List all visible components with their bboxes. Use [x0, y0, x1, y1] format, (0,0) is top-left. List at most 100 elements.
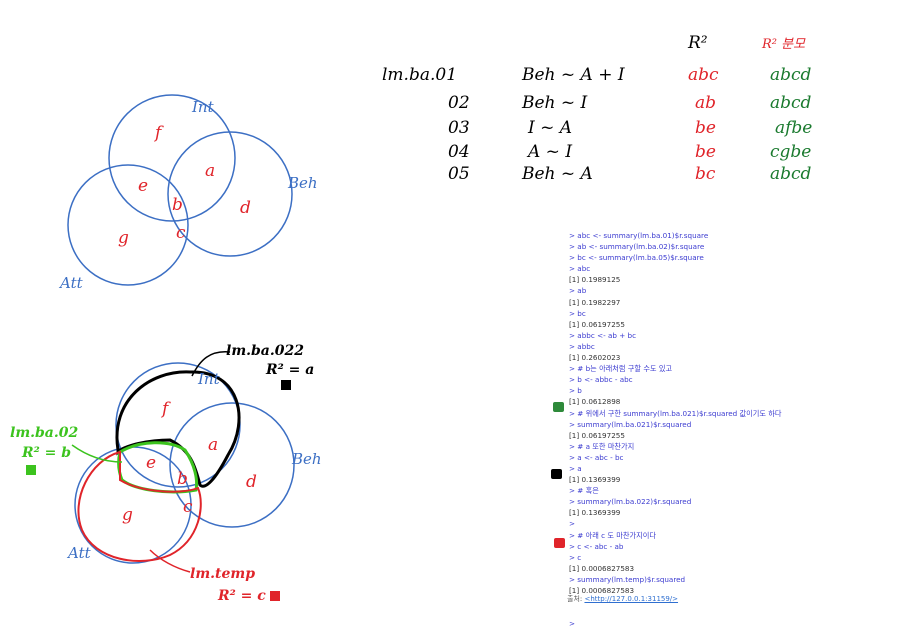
- green-console-marker: [553, 402, 564, 412]
- r-console-output: > abc <- summary(lm.ba.01)$r.square > ab …: [569, 230, 781, 629]
- console-input-line: > b: [569, 386, 582, 396]
- red-outline-c-region: [77, 450, 202, 562]
- int-circle: [108, 94, 236, 222]
- model-name: 05: [448, 164, 470, 184]
- console-input-line: > c: [569, 552, 582, 562]
- console-output-line: [1] 0.2602023: [569, 353, 621, 363]
- header-r2: R²: [687, 33, 708, 53]
- model-formula: Beh ~ A: [521, 164, 593, 184]
- source-label: 출처:: [567, 595, 585, 603]
- venn-top: [67, 94, 293, 286]
- region-b-label: b: [172, 195, 183, 215]
- r2-value: abc: [688, 65, 719, 85]
- region-e-label: e: [146, 453, 156, 473]
- red-marker: [270, 591, 280, 601]
- r2-value: be: [695, 118, 716, 138]
- r2-denominator: abcd: [770, 93, 812, 113]
- red-pointer-line: [149, 549, 191, 573]
- model-formula: A ~ I: [526, 142, 572, 162]
- console-input-line: > ab: [569, 286, 587, 296]
- console-input-line: > abbc <- ab + bc: [569, 330, 637, 340]
- console-output-line: [1] 0.06197255: [569, 430, 625, 440]
- r2-denominator: cgbe: [770, 142, 811, 162]
- att-label: Att: [66, 544, 92, 562]
- console-input-line: >: [569, 619, 576, 629]
- console-input-line: > a: [569, 463, 582, 473]
- console-input-line: > # a 또한 마찬가지: [569, 441, 635, 451]
- int-label: Int: [191, 98, 215, 116]
- att-label: Att: [58, 274, 84, 292]
- r2-value: be: [695, 142, 716, 162]
- source-line: 출처: <http://127.0.0.1:31159/>: [567, 594, 678, 604]
- r2-denominator: afbe: [775, 118, 812, 138]
- region-d-label: d: [246, 472, 257, 492]
- model-name: lm.ba.01: [382, 65, 457, 85]
- region-c-label: c: [176, 223, 186, 243]
- console-input-line: > # 혹은: [569, 486, 599, 496]
- source-link[interactable]: <http://127.0.0.1:31159/>: [584, 595, 679, 603]
- model-name: 04: [448, 142, 470, 162]
- r2-value: ab: [695, 93, 716, 113]
- console-output-line: [1] 0.1369399: [569, 475, 621, 485]
- console-output-line: [1] 0.0006827583: [569, 563, 635, 573]
- region-e-label: e: [138, 176, 148, 196]
- console-output-line: [1] 0.1989125: [569, 275, 621, 285]
- region-f-label: f: [153, 123, 164, 143]
- console-output-line: [1] 0.0612898: [569, 397, 621, 407]
- console-output-line: [1] 0.1982297: [569, 297, 621, 307]
- black-r2-label: R² = a: [265, 362, 314, 378]
- console-input-line: > # b는 아래처럼 구할 수도 있고: [569, 364, 673, 374]
- r2-denominator: abcd: [770, 65, 812, 85]
- beh-label: Beh: [287, 174, 318, 192]
- red-r2-label: R² = c: [217, 588, 266, 604]
- console-input-line: > summary(lm.ba.021)$r.squared: [569, 419, 692, 429]
- console-output-line: [569, 607, 781, 618]
- r2-denominator: abcd: [770, 164, 812, 184]
- console-input-line: > a <- abc - bc: [569, 452, 624, 462]
- black-pointer-line: [191, 351, 231, 377]
- console-input-line: > abbc: [569, 341, 595, 351]
- beh-circle: [167, 131, 293, 257]
- console-input-line: > ab <- summary(lm.ba.02)$r.square: [569, 242, 705, 252]
- region-f-label: f: [160, 399, 171, 419]
- console-input-line: >: [569, 519, 576, 529]
- att-circle: [67, 164, 189, 286]
- black-console-marker: [551, 469, 562, 479]
- red-console-marker: [554, 538, 565, 548]
- model-formula: Beh ~ A + I: [521, 65, 625, 85]
- green-r2-label: R² = b: [21, 445, 71, 461]
- region-d-label: d: [240, 198, 251, 218]
- console-input-line: > abc: [569, 264, 591, 274]
- black-marker: [281, 380, 291, 390]
- header-r2-denominator: R² 분모: [761, 37, 806, 52]
- model-name: 03: [448, 118, 470, 138]
- console-input-line: > c <- abc - ab: [569, 541, 624, 551]
- int-label: Int: [197, 370, 221, 388]
- green-model-label: lm.ba.02: [10, 425, 78, 441]
- black-model-label: lm.ba.022: [226, 343, 304, 359]
- green-pointer-line: [71, 444, 123, 463]
- green-marker: [26, 465, 36, 475]
- region-g-label: g: [118, 228, 129, 248]
- black-outline-a-region: [115, 370, 241, 488]
- console-input-line: > bc <- summary(lm.ba.05)$r.square: [569, 253, 704, 263]
- console-input-line: > summary(lm.temp)$r.squared: [569, 574, 686, 584]
- console-input-line: > # 위에서 구한 summary(lm.ba.021)$r.squared …: [569, 408, 782, 418]
- r2-value: bc: [695, 164, 716, 184]
- region-a-label: a: [205, 161, 215, 181]
- model-formula: I ~ A: [527, 118, 572, 138]
- model-formula: Beh ~ I: [521, 93, 588, 113]
- console-input-line: > b <- abbc - abc: [569, 375, 633, 385]
- model-table: R² R² 분모 lm.ba.01 Beh ~ A + I abc abcd 02 Beh…: [382, 33, 812, 184]
- console-output-line: [1] 0.0006827583: [569, 586, 635, 595]
- beh-circle: [169, 402, 295, 528]
- venn-bottom: [74, 362, 295, 564]
- beh-label: Beh: [291, 450, 322, 468]
- region-c-label: c: [183, 497, 193, 517]
- console-input-line: > bc: [569, 308, 586, 318]
- region-a-label: a: [208, 435, 218, 455]
- region-g-label: g: [122, 505, 133, 525]
- console-input-line: > abc <- summary(lm.ba.01)$r.square: [569, 231, 709, 240]
